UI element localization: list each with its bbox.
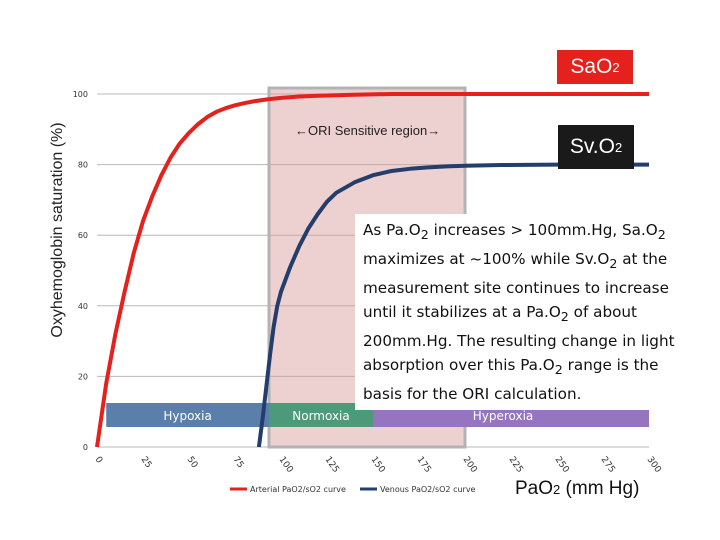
x-tick-label: 300 [645,455,663,475]
x-tick-label: 0 [93,455,105,466]
svo2-label: Sv.O 2 [558,125,634,169]
y-axis-label: Oxyhemoglobin saturation (%) [49,122,66,338]
note-text: maximizes at ~100% while Sv.O [363,250,610,269]
x-tick-label: 100 [277,455,295,475]
note-text: at the [617,250,668,269]
zone-label: Normoxia [292,409,350,423]
note-line-4: until it stabilizes at a Pa.O2 of about [363,300,692,329]
note-line-3: measurement site continues to increase [363,279,669,298]
sao2-label-text: SaO [570,55,613,78]
note-line-2: maximizes at ~100% while Sv.O2 at the [363,247,692,276]
note-line-6: absorption over this Pa.O2 range is the [363,353,692,382]
note-text: increases > 100mm.Hg, Sa.O [428,221,658,239]
x-tick-label: 200 [461,455,479,475]
sao2-label: SaO 2 [557,50,633,84]
y-tick-label: 60 [78,231,88,240]
y-tick-label: 40 [78,302,88,311]
x-tick-label: 125 [323,455,341,475]
note-sub: 2 [657,227,666,243]
x-axis-label-sub: 2 [553,482,561,497]
series-lines [95,92,649,448]
svo2-label-sub: 2 [614,139,623,155]
arterial-curve [95,92,649,448]
zone-band [106,403,269,427]
note-sub: 2 [560,309,569,325]
x-axis-label-unit: (mm Hg) [560,478,640,499]
zone-label: Hypoxia [163,409,212,423]
y-tick-label: 80 [78,161,88,170]
x-tick-label: 150 [369,455,387,475]
note-sub: 2 [420,227,429,243]
note-text: of about [568,303,637,322]
y-tick-label: 100 [73,90,88,99]
x-tick-label: 250 [553,455,571,475]
legend-label: Venous PaO2/sO2 curve [380,485,476,494]
y-tick-label: 20 [78,372,88,381]
x-tick-label: 75 [231,455,246,470]
venous-curve [256,162,649,448]
note-line-7: basis for the ORI calculation. [363,385,582,404]
note-line-5: 200mm.Hg. The resulting change in light [363,332,675,351]
note-line-1: As Pa.O2 increases > 100mm.Hg, Sa.O2 [363,218,692,247]
note-sub: 2 [609,256,618,272]
x-tick-label: 50 [185,455,200,470]
note-text: until it stabilizes at a Pa.O [363,303,561,322]
x-tick-label: 25 [139,455,154,470]
note-text: range is the [562,356,659,375]
x-axis-label-main: PaO [515,478,554,499]
x-tick-labels: 0 25 50 75 100 125 150 175 200 225 250 275 300 [93,455,663,475]
sensitive-region-label: ←ORI Sensitive region→ [295,123,441,138]
x-tick-label: 225 [507,455,525,475]
explanation-note: As Pa.O2 increases > 100mm.Hg, Sa.O2 max… [355,214,700,411]
x-tick-label: 175 [415,455,433,475]
note-text: absorption over this Pa.O [363,356,555,375]
y-tick-label: 0 [83,443,88,452]
x-tick-label: 275 [599,455,617,475]
note-text: As Pa.O [363,221,421,239]
svo2-label-text: Sv.O [569,135,615,158]
y-tick-labels: 0 20 40 60 80 100 [73,90,88,452]
note-sub: 2 [554,362,563,378]
zone-label: Hyperoxia [473,409,534,423]
sao2-label-sub: 2 [612,59,620,75]
legend-label: Arterial PaO2/sO2 curve [250,485,346,494]
x-axis-label: PaO2 (mm Hg) [515,478,639,500]
legend: Arterial PaO2/sO2 curve Venous PaO2/sO2 c… [230,485,476,494]
